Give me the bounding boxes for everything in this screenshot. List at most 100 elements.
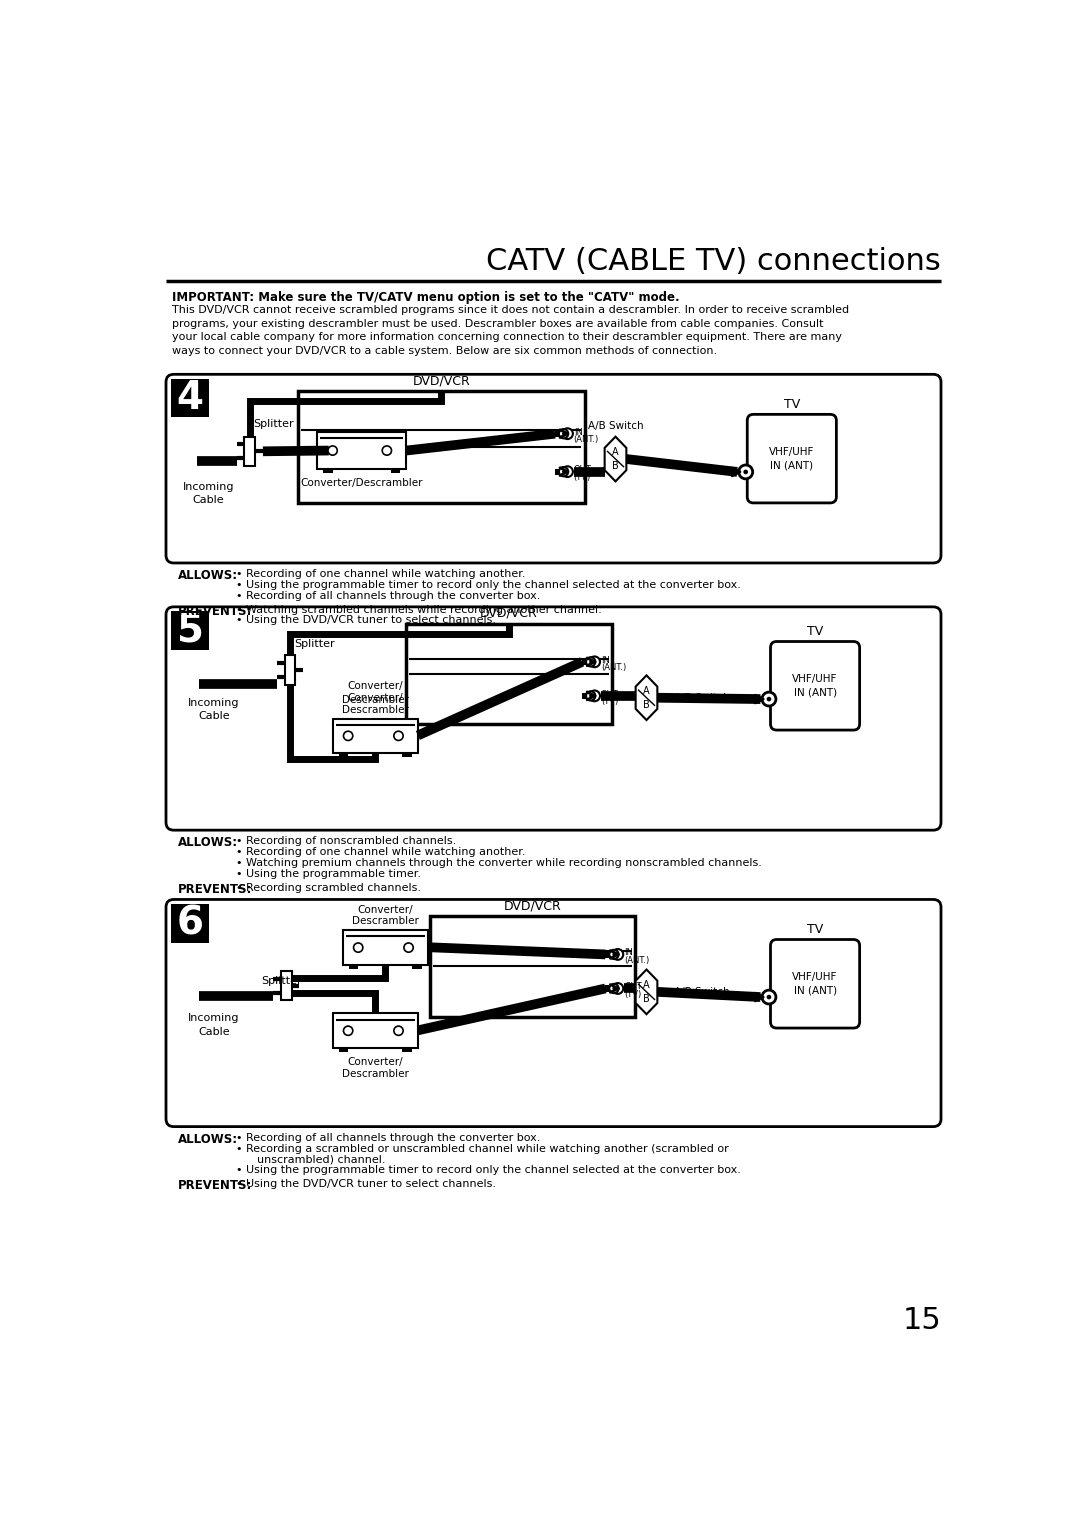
Text: OUT: OUT [600, 689, 619, 698]
Polygon shape [605, 437, 626, 481]
FancyBboxPatch shape [166, 374, 941, 562]
Text: VHF/UHF: VHF/UHF [793, 674, 838, 683]
Polygon shape [636, 675, 658, 720]
Text: A: A [644, 686, 650, 695]
FancyBboxPatch shape [770, 940, 860, 1028]
FancyBboxPatch shape [770, 642, 860, 730]
Text: (TV): (TV) [624, 990, 642, 999]
Text: A/B Switch: A/B Switch [674, 692, 729, 703]
Bar [342, 931, 428, 964]
Text: Converter/Descrambler: Converter/Descrambler [300, 478, 423, 489]
Text: 15: 15 [902, 1305, 941, 1334]
Text: DVD/VCR: DVD/VCR [481, 607, 538, 620]
Circle shape [593, 660, 596, 663]
Bar [413, 964, 422, 969]
Circle shape [609, 984, 619, 993]
Text: DVD/VCR: DVD/VCR [503, 900, 562, 912]
Text: B: B [643, 700, 650, 709]
Text: IN: IN [600, 656, 609, 665]
Text: • Using the programmable timer to record only the channel selected at the conver: • Using the programmable timer to record… [235, 581, 741, 590]
Text: IN (ANT): IN (ANT) [770, 461, 813, 471]
Circle shape [562, 466, 572, 477]
Circle shape [343, 1027, 353, 1036]
Circle shape [590, 657, 600, 668]
Text: • Using the programmable timer.: • Using the programmable timer. [235, 868, 421, 879]
Circle shape [559, 468, 568, 477]
Text: OUT: OUT [624, 983, 642, 992]
Circle shape [762, 692, 775, 706]
Text: Splitter: Splitter [294, 639, 335, 649]
Text: Splitter: Splitter [261, 976, 302, 987]
Text: unscrambled) channel.: unscrambled) channel. [235, 1154, 386, 1164]
Bar [406, 623, 611, 724]
Text: • Recording a scrambled or unscrambled channel while watching another (scrambled: • Recording a scrambled or unscrambled c… [235, 1143, 729, 1154]
Circle shape [617, 987, 619, 990]
Text: 5: 5 [176, 611, 203, 649]
Text: TV: TV [784, 397, 800, 411]
Bar [339, 1048, 348, 1051]
Bar [171, 379, 210, 417]
Text: • Recording of one channel while watching another.: • Recording of one channel while watchin… [235, 568, 525, 579]
Text: ALLOWS:: ALLOWS: [177, 568, 238, 582]
Text: PREVENTS:: PREVENTS: [177, 1180, 252, 1192]
Bar [582, 692, 589, 698]
Circle shape [566, 432, 569, 435]
Bar [555, 431, 562, 437]
Text: (ANT.): (ANT.) [573, 435, 599, 445]
Bar [606, 952, 611, 958]
Circle shape [739, 465, 753, 478]
Bar [244, 437, 255, 466]
FancyBboxPatch shape [747, 414, 836, 503]
Text: PREVENTS:: PREVENTS: [177, 883, 252, 895]
Bar [403, 753, 411, 756]
Circle shape [382, 446, 392, 455]
Circle shape [404, 943, 414, 952]
Text: IN (ANT): IN (ANT) [794, 986, 837, 996]
Text: A: A [612, 448, 619, 457]
Bar [284, 656, 296, 685]
Circle shape [562, 428, 572, 439]
Text: OUT: OUT [573, 466, 592, 475]
Text: TV: TV [807, 923, 823, 935]
Bar [349, 964, 359, 969]
Bar [171, 611, 210, 649]
Text: A/B Switch: A/B Switch [674, 987, 729, 996]
Text: 4: 4 [176, 379, 203, 417]
Text: • Using the DVD/VCR tuner to select channels.: • Using the DVD/VCR tuner to select chan… [235, 616, 496, 625]
FancyBboxPatch shape [166, 607, 941, 830]
Text: TV: TV [807, 625, 823, 637]
Text: • Recording scrambled channels.: • Recording scrambled channels. [235, 883, 421, 892]
Text: Converter/
Descrambler: Converter/ Descrambler [341, 694, 408, 715]
Text: • Watching premium channels through the converter while recording nonscrambled c: • Watching premium channels through the … [235, 857, 761, 868]
Text: A: A [644, 979, 650, 990]
Text: PREVENTS:: PREVENTS: [177, 605, 252, 617]
Text: (ANT.): (ANT.) [600, 663, 626, 672]
Bar [403, 1048, 411, 1051]
Text: This DVD/VCR cannot receive scrambled programs since it does not contain a descr: This DVD/VCR cannot receive scrambled pr… [172, 306, 849, 356]
Text: ALLOWS:: ALLOWS: [177, 836, 238, 850]
Bar [298, 391, 584, 503]
Text: Splitter: Splitter [254, 419, 294, 429]
Text: • Recording of one channel while watching another.: • Recording of one channel while watchin… [235, 847, 525, 857]
Text: VHF/UHF: VHF/UHF [769, 446, 814, 457]
Bar [318, 432, 406, 469]
Circle shape [559, 429, 568, 439]
Text: • Recording of all channels through the converter box.: • Recording of all channels through the … [235, 1132, 540, 1143]
Circle shape [586, 691, 595, 700]
Text: VHF/UHF: VHF/UHF [793, 972, 838, 981]
Circle shape [562, 471, 565, 474]
Bar [171, 905, 210, 943]
Text: Converter/
Descrambler: Converter/ Descrambler [341, 681, 408, 704]
Text: IN: IN [624, 949, 633, 957]
Circle shape [590, 691, 600, 701]
Circle shape [593, 694, 596, 697]
Text: Converter/
Descrambler: Converter/ Descrambler [352, 905, 419, 926]
Circle shape [394, 732, 403, 741]
Text: Converter/
Descrambler: Converter/ Descrambler [341, 1057, 408, 1079]
Bar [430, 917, 635, 1016]
Text: DVD/VCR: DVD/VCR [413, 374, 470, 388]
Circle shape [767, 697, 771, 701]
Circle shape [762, 990, 775, 1004]
Circle shape [590, 694, 592, 697]
Circle shape [612, 949, 623, 960]
